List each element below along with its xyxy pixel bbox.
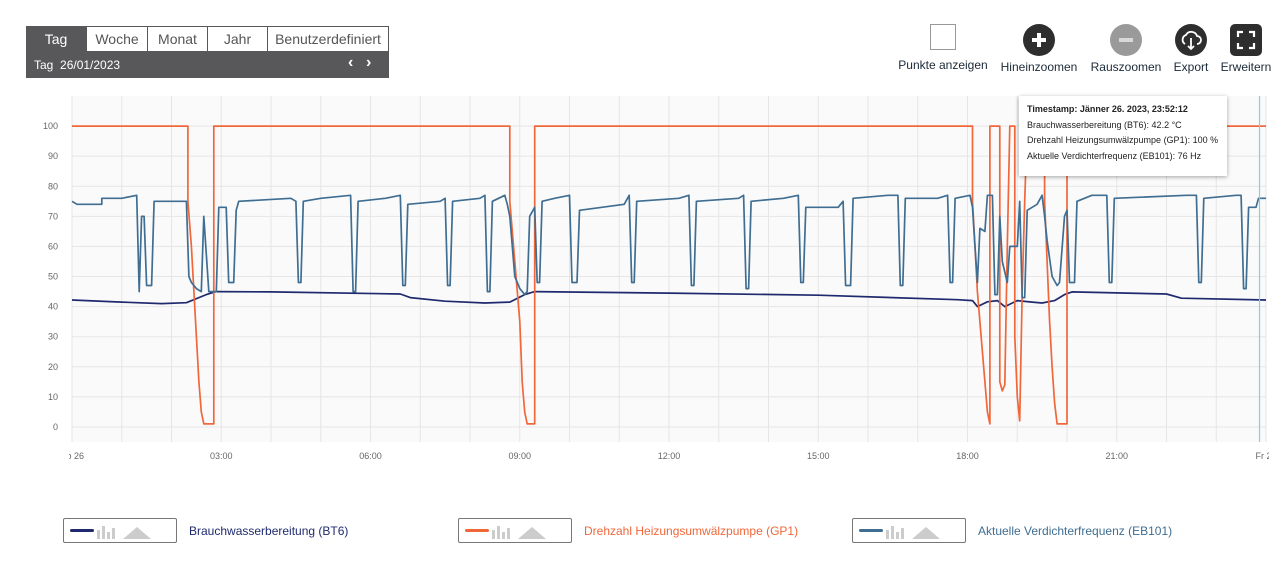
tooltip-eb101: Aktuelle Verdichterfrequenz (EB101): 76 … (1027, 150, 1202, 161)
zoom-out-button[interactable]: Rauszoomen (1089, 24, 1163, 74)
show-points-label: Punkte anzeigen (898, 58, 988, 72)
period-tabs: Tag Woche Monat Jahr Benutzerdefiniert (26, 26, 389, 51)
legend-label-gp1: Drehzahl Heizungsumwälzpumpe (GP1) (584, 523, 799, 538)
cloud-download-icon (1175, 24, 1207, 56)
x-tick-label: 03:00 (210, 451, 233, 461)
chart-tooltip: Timestamp: Jänner 26. 2023, 23:52:12 Bra… (1019, 96, 1227, 176)
x-tick-label: Fr 27 (1255, 451, 1276, 461)
series-line-2 (71, 194, 1266, 299)
checkbox-icon[interactable] (930, 24, 956, 50)
legend-swatch (465, 529, 489, 532)
series-line-1 (72, 125, 1266, 425)
x-tick-label: 06:00 (359, 451, 382, 461)
tab-year[interactable]: Jahr (208, 26, 268, 51)
legend-label-bt6: Brauchwasserbereitung (BT6) (189, 523, 349, 538)
tooltip-gp1: Drehzahl Heizungsumwälzpumpe (GP1): 100 … (1027, 135, 1219, 145)
current-period-label: Tag 26/01/2023 (34, 58, 121, 72)
mini-chart-icon (492, 526, 546, 539)
tooltip-timestamp: Timestamp: Jänner 26. 2023, 23:52:12 (1027, 104, 1188, 114)
mini-chart-icon (97, 526, 151, 539)
series-layer (71, 125, 1267, 425)
export-label: Export (1173, 60, 1209, 74)
legend-toggle-bt6[interactable] (63, 518, 177, 543)
legend-label-eb101: Aktuelle Verdichterfrequenz (EB101) (978, 523, 1173, 538)
legend-swatch (859, 529, 883, 532)
y-axis: 0 10 20 30 40 50 60 70 80 90 100 (43, 121, 58, 432)
tooltip-bt6: Brauchwasserbereitung (BT6): 42.2 °C (1027, 119, 1182, 130)
y-tick-label: 90 (48, 151, 58, 161)
legend-item-gp1[interactable]: Drehzahl Heizungsumwälzpumpe (GP1) (458, 517, 798, 544)
legend-item-bt6[interactable]: Brauchwasserbereitung (BT6) (63, 517, 348, 544)
legend-toggle-eb101[interactable] (852, 518, 966, 543)
y-tick-label: 20 (48, 362, 58, 372)
y-tick-label: 70 (48, 211, 58, 221)
x-tick-label: 15:00 (807, 451, 830, 461)
plus-icon (1023, 24, 1055, 56)
legend-swatch (70, 529, 94, 532)
minus-icon (1110, 24, 1142, 56)
x-axis: Do 26 03:00 06:00 09:00 12:00 15:00 18:00 21:00… (60, 451, 1276, 461)
expand-label: Erweitern (1220, 60, 1272, 74)
y-tick-label: 60 (48, 241, 58, 251)
tab-day[interactable]: Tag (26, 26, 87, 51)
y-tick-label: 30 (48, 332, 58, 342)
tab-week[interactable]: Woche (87, 26, 148, 51)
tab-month[interactable]: Monat (148, 26, 208, 51)
prev-period-arrow-icon[interactable]: ‹ (348, 54, 354, 71)
show-points-toggle[interactable]: Punkte anzeigen (897, 24, 989, 72)
x-tick-label: 12:00 (658, 451, 681, 461)
y-tick-label: 0 (53, 422, 58, 432)
legend-item-eb101[interactable]: Aktuelle Verdichterfrequenz (EB101) (852, 517, 1172, 544)
expand-button[interactable]: Erweitern (1219, 24, 1273, 74)
x-tick-label: 21:00 (1105, 451, 1128, 461)
fullscreen-icon (1230, 24, 1262, 56)
y-tick-label: 40 (48, 302, 58, 312)
x-tick-label: Do 26 (60, 451, 84, 461)
zoom-in-label: Hineinzoomen (1000, 60, 1078, 74)
tab-custom[interactable]: Benutzerdefiniert (268, 26, 389, 51)
export-button[interactable]: Export (1170, 24, 1212, 74)
y-tick-label: 80 (48, 181, 58, 191)
y-tick-label: 10 (48, 392, 58, 402)
mini-chart-icon (886, 526, 940, 539)
x-tick-label: 18:00 (956, 451, 979, 461)
zoom-in-button[interactable]: Hineinzoomen (999, 24, 1079, 74)
period-date-bar: Tag 26/01/2023 ‹ › (26, 51, 389, 78)
y-tick-label: 100 (43, 121, 58, 131)
next-period-arrow-icon[interactable]: › (366, 54, 372, 71)
period-selector: Tag Woche Monat Jahr Benutzerdefiniert T… (26, 26, 389, 78)
x-tick-label: 09:00 (508, 451, 531, 461)
legend-toggle-gp1[interactable] (458, 518, 572, 543)
zoom-out-label: Rauszoomen (1090, 60, 1162, 74)
y-tick-label: 50 (48, 272, 58, 282)
